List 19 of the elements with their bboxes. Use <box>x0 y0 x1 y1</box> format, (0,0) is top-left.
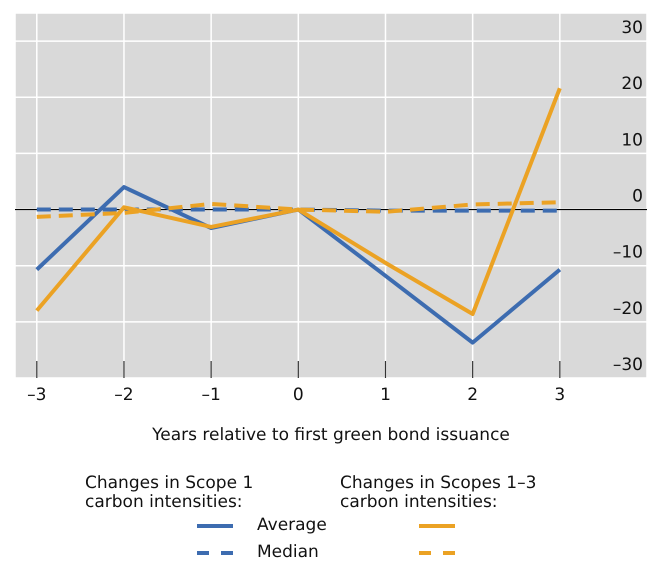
legend-label: Median <box>256 542 320 562</box>
x-axis-title: Years relative to first green bond issuance <box>151 425 510 445</box>
x-tick-label: 1 <box>380 385 391 405</box>
x-tick-label: –1 <box>201 385 221 405</box>
x-tick-label: –3 <box>27 385 46 405</box>
x-tick-label: 2 <box>467 385 478 405</box>
text: Changes in Scopes 1–3 carbon intensities: <box>340 473 538 512</box>
y-tick-label: 10 <box>621 130 643 150</box>
y-tick-label: 0 <box>632 186 643 207</box>
y-tick-label: 20 <box>621 74 643 94</box>
y-tick-label: 30 <box>621 18 643 38</box>
y-tick-label: –30 <box>612 355 643 375</box>
x-tick-label: –2 <box>114 385 134 405</box>
y-tick-label: –20 <box>612 298 643 319</box>
x-tick-label: 3 <box>554 385 566 405</box>
text: Changes in Scope 1 carbon intensities: <box>85 473 254 512</box>
x-tick-label: 0 <box>292 385 304 405</box>
y-tick-label: –10 <box>612 242 643 263</box>
legend-label: Average <box>256 515 328 535</box>
